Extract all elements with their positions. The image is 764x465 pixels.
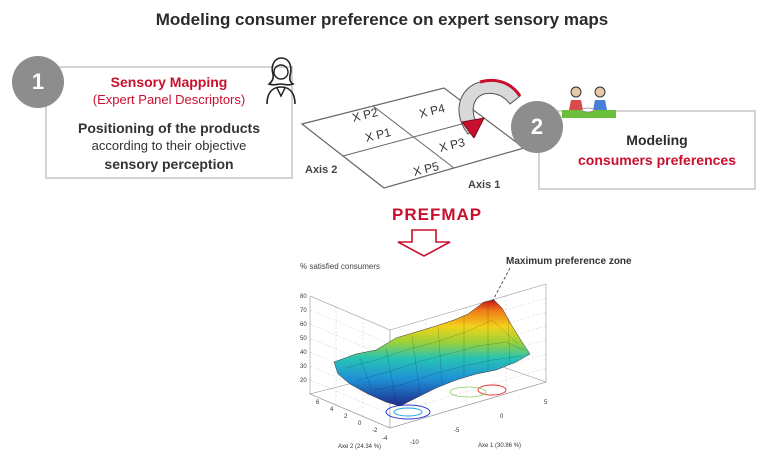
plot-annotation: Maximum preference zone [506,256,632,267]
sensory-map-divider-2 [372,105,455,169]
ytick-0: 0 [358,421,362,427]
plot-xlabel: Axe 1 (30.86 %) [478,443,522,449]
floor-contour-4 [449,386,487,398]
plot-ylabel: Axe 2 (24.34 %) [338,444,382,450]
step1-body-line1: Positioning of the products [78,120,260,136]
step2-line1: Modeling [626,132,688,148]
ytick--4: -4 [382,436,388,442]
ztick-40: 40 [300,350,307,356]
step2-number-badge: 2 [511,101,563,153]
xtick--5: -5 [454,428,460,434]
ytick-2: 2 [344,414,348,420]
ztick-70: 70 [300,308,307,314]
floor-contour-2 [393,407,423,417]
consumers-dining-icon [562,86,616,118]
floor-contour-1 [385,404,431,420]
down-arrow-icon [397,229,451,257]
ytick--2: -2 [372,428,378,434]
ytick-6: 6 [316,400,320,406]
xtick--10: -10 [410,440,419,446]
ztick-50: 50 [300,336,307,342]
ztick-30: 30 [300,364,307,370]
ytick-4: 4 [330,407,334,413]
ztick-20: 20 [300,378,307,384]
curved-arrow-icon [458,78,522,138]
xtick-0: 0 [500,414,504,420]
step1-subheading: (Expert Panel Descriptors) [92,92,246,107]
step1-box: Sensory Mapping (Expert Panel Descriptor… [45,66,293,179]
ztick-80: 80 [300,294,307,300]
preference-surface-plot [309,267,547,429]
surface-mesh [333,299,531,407]
floor-contour-3 [477,384,507,396]
axis1-label: Axis 1 [468,179,501,191]
prefmap-label: PREFMAP [392,205,483,224]
step2-line2: consumers preferences [578,152,736,168]
step1-heading: Sensory Mapping [110,74,228,90]
expert-person-icon [266,57,296,105]
step1-number-badge: 1 [12,56,64,108]
page-title: Modeling consumer preference on expert s… [155,10,609,29]
xtick-5: 5 [544,400,548,406]
plot-zlabel: % satisfied consumers [300,262,381,271]
annotation-pointer [491,267,511,303]
ztick-60: 60 [300,322,307,328]
axis2-label: Axis 2 [305,164,338,176]
step1-body-line2: according to their objective [91,138,247,153]
step1-body-line3: sensory perception [104,156,234,172]
